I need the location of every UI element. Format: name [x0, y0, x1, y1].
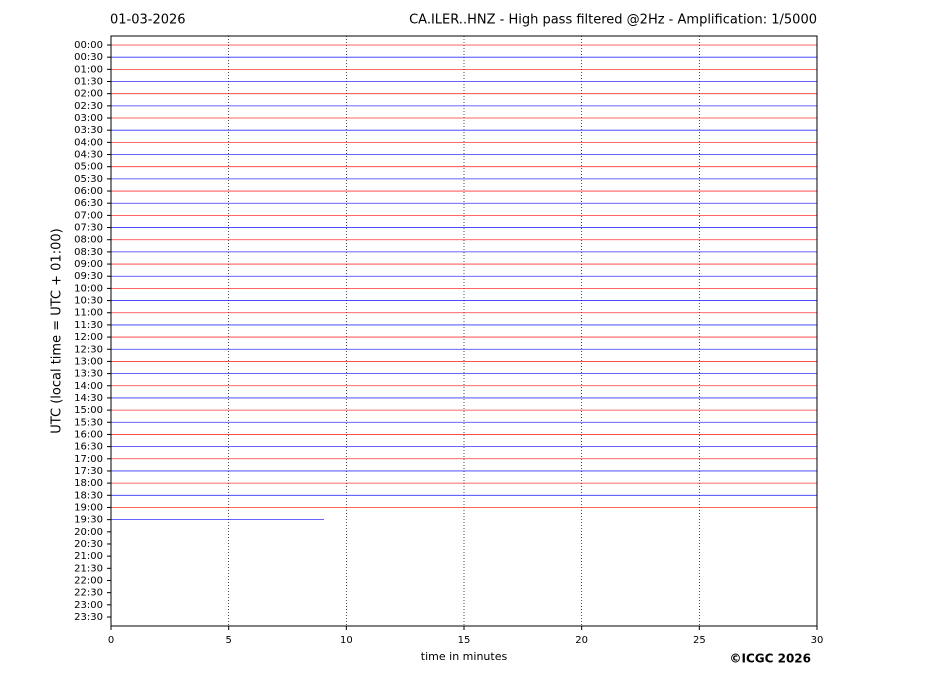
- x-tick-label: 20: [575, 635, 588, 646]
- x-tick-label: 25: [693, 635, 706, 646]
- y-tick-label: 12:00: [74, 332, 103, 343]
- y-tick-label: 20:30: [74, 539, 103, 550]
- x-tick-label: 0: [108, 635, 114, 646]
- y-tick-label: 21:30: [74, 563, 103, 574]
- y-tick-label: 15:00: [74, 405, 103, 416]
- y-tick-label: 18:00: [74, 478, 103, 489]
- y-tick-label: 10:00: [74, 283, 103, 294]
- y-tick-label: 01:00: [74, 64, 103, 75]
- y-tick-label: 14:30: [74, 393, 103, 404]
- y-axis-label: UTC (local time = UTC + 01:00): [50, 228, 65, 433]
- y-tick-label: 04:30: [74, 150, 103, 161]
- y-tick-label: 16:00: [74, 429, 103, 440]
- y-tick-label: 02:30: [74, 101, 103, 112]
- x-tick-label: 10: [340, 635, 353, 646]
- plot-frame: [110, 35, 818, 627]
- y-tick-label: 11:30: [74, 320, 103, 331]
- y-tick-label: 11:00: [74, 308, 103, 319]
- y-tick-label: 09:30: [74, 271, 103, 282]
- y-tick-label: 20:00: [74, 527, 103, 538]
- y-tick-label: 19:00: [74, 502, 103, 513]
- copyright: ©ICGC 2026: [729, 652, 811, 666]
- y-tick-label: 23:00: [74, 600, 103, 611]
- y-tick-label: 14:00: [74, 381, 103, 392]
- y-tick-label: 08:00: [74, 235, 103, 246]
- y-tick-label: 06:00: [74, 186, 103, 197]
- y-tick-label: 18:30: [74, 490, 103, 501]
- y-tick-label: 13:00: [74, 356, 103, 367]
- y-tick-label: 17:00: [74, 454, 103, 465]
- y-tick-label: 01:30: [74, 77, 103, 88]
- y-tick-label: 00:30: [74, 52, 103, 63]
- chart-title: CA.ILER..HNZ - High pass filtered @2Hz -…: [409, 13, 817, 28]
- y-tick-label: 09:00: [74, 259, 103, 270]
- y-tick-label: 22:30: [74, 588, 103, 599]
- y-tick-label: 05:30: [74, 174, 103, 185]
- y-tick-label: 07:00: [74, 210, 103, 221]
- y-tick-label: 03:30: [74, 125, 103, 136]
- y-tick-label: 03:00: [74, 113, 103, 124]
- y-tick-label: 15:30: [74, 417, 103, 428]
- y-tick-label: 10:30: [74, 296, 103, 307]
- x-axis-label: time in minutes: [421, 650, 508, 663]
- y-tick-label: 02:00: [74, 89, 103, 100]
- y-tick-label: 07:30: [74, 223, 103, 234]
- x-tick-label: 5: [225, 635, 231, 646]
- y-tick-label: 12:30: [74, 344, 103, 355]
- y-tick-label: 23:30: [74, 612, 103, 623]
- y-tick-label: 13:30: [74, 369, 103, 380]
- x-tick-label: 30: [811, 635, 824, 646]
- y-tick-label: 21:00: [74, 551, 103, 562]
- y-tick-label: 08:30: [74, 247, 103, 258]
- y-tick-label: 17:30: [74, 466, 103, 477]
- y-tick-label: 22:00: [74, 575, 103, 586]
- date-title: 01-03-2026: [110, 13, 186, 28]
- y-tick-label: 05:00: [74, 162, 103, 173]
- y-tick-label: 04:00: [74, 137, 103, 148]
- x-tick-label: 15: [458, 635, 471, 646]
- y-tick-label: 00:00: [74, 40, 103, 51]
- y-tick-label: 19:30: [74, 515, 103, 526]
- y-tick-label: 06:30: [74, 198, 103, 209]
- y-tick-label: 16:30: [74, 442, 103, 453]
